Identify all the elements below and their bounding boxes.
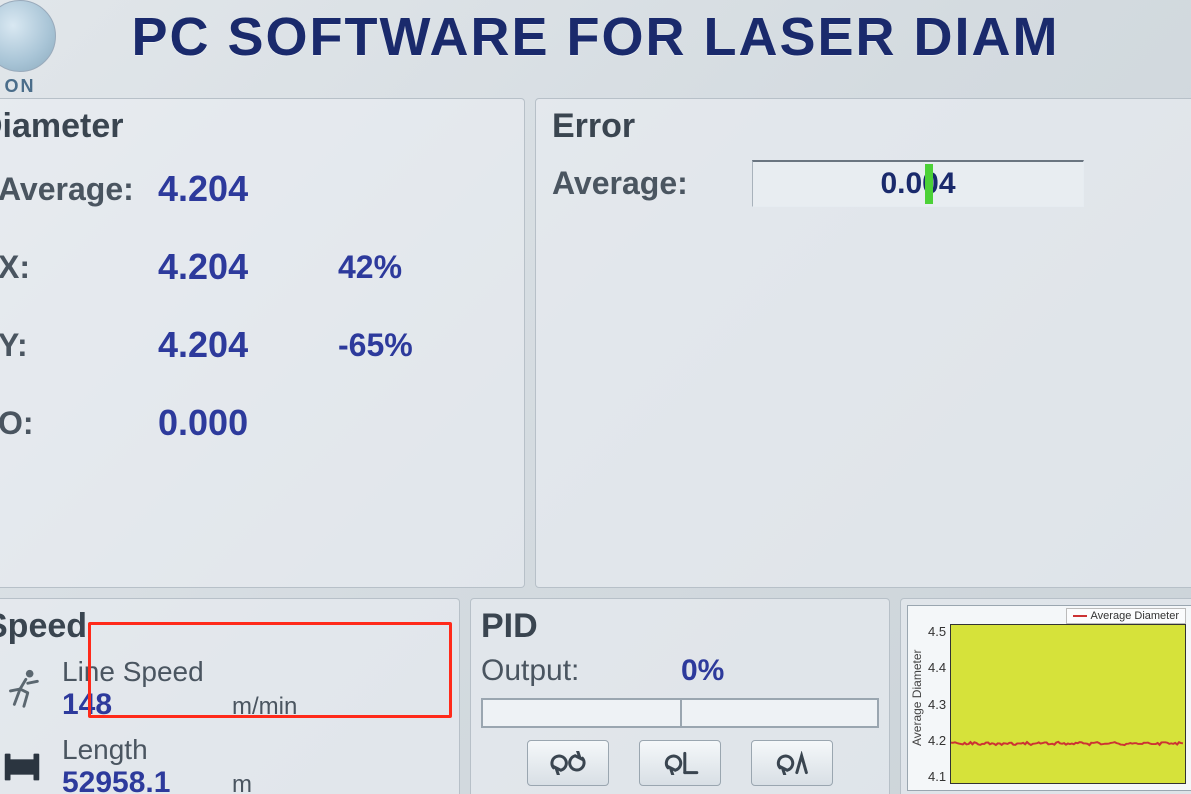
diameter-row-x: X: 4.204 42% [0,228,524,306]
error-marker [925,164,933,204]
line-speed-value: 148 [62,688,232,722]
diameter-row-average: Average: 4.204 [0,150,524,228]
length-value: 52958.1 [62,766,232,794]
chart-legend-label: Average Diameter [1091,610,1179,622]
chart-y-tick: 4.3 [928,697,946,712]
pid-button-3[interactable] [751,740,833,786]
error-panel: Error Average: 0.004 [535,98,1191,588]
spool-icon [0,737,52,794]
pid-bar-divider [680,700,682,726]
pid-output-value: 0% [681,654,724,688]
pid-output-label: Output: [481,654,681,688]
chart-y-tick: 4.4 [928,660,946,675]
pid-button-row [471,738,889,786]
app-title: PC SOFTWARE FOR LASER DIAM [0,6,1191,68]
chart-container: Average Diameter 4.5 4.4 4.3 4.2 4.1 Average… [907,605,1191,791]
chart-y-tick: 4.1 [928,769,946,784]
diameter-x-pct: 42% [338,249,478,286]
chart-y-axis-label: Average Diameter [908,606,926,790]
line-speed-label: Line Speed [62,656,459,688]
chart-panel: Average Diameter 4.5 4.4 4.3 4.2 4.1 Average… [900,598,1191,794]
main-screen: ON PC SOFTWARE FOR LASER DIAM Diameter A… [0,0,1191,794]
diameter-x-value: 4.204 [158,246,338,288]
length-label: Length [62,734,459,766]
chart-legend-swatch [1073,615,1087,617]
diameter-y-value: 4.204 [158,324,338,366]
diameter-row-y: Y: 4.204 -65% [0,306,524,384]
error-title: Error [536,99,1191,150]
diameter-row-o: O: 0.000 [0,384,524,462]
brand-text: ON [0,76,80,97]
pid-button-1[interactable] [527,740,609,786]
diameter-x-label: X: [0,249,158,286]
chart-y-tick: 4.5 [928,624,946,639]
diameter-average-label: Average: [0,171,158,208]
speed-row-length: Length 52958.1 m [0,728,459,794]
diameter-panel: Diameter Average: 4.204 X: 4.204 42% Y: … [0,98,525,588]
error-average-box: 0.004 [752,160,1084,207]
speed-title: Speed [0,599,459,650]
speed-row-line-speed: Line Speed 148 m/min [0,650,459,728]
chart-legend: Average Diameter [1066,608,1186,624]
pid-output-row: Output: 0% [471,650,889,692]
error-average-row: Average: 0.004 [536,160,1191,207]
speed-panel: Speed Line Speed 148 m/min [0,598,460,794]
error-average-label: Average: [552,165,752,202]
diameter-average-value: 4.204 [158,168,338,210]
chart-plot-area [950,624,1186,784]
diameter-y-pct: -65% [338,327,478,364]
diameter-o-value: 0.000 [158,402,338,444]
chart-y-tick: 4.2 [928,733,946,748]
runner-icon [0,659,52,719]
pid-bar [481,698,879,728]
line-speed-unit: m/min [232,693,297,721]
diameter-title: Diameter [0,99,524,150]
pid-title: PID [471,599,889,650]
diameter-o-label: O: [0,405,158,442]
error-average-value: 0.004 [880,167,955,201]
pid-button-2[interactable] [639,740,721,786]
length-unit: m [232,771,252,794]
chart-y-ticks: 4.5 4.4 4.3 4.2 4.1 [926,606,950,790]
pid-panel: PID Output: 0% [470,598,890,794]
diameter-y-label: Y: [0,327,158,364]
